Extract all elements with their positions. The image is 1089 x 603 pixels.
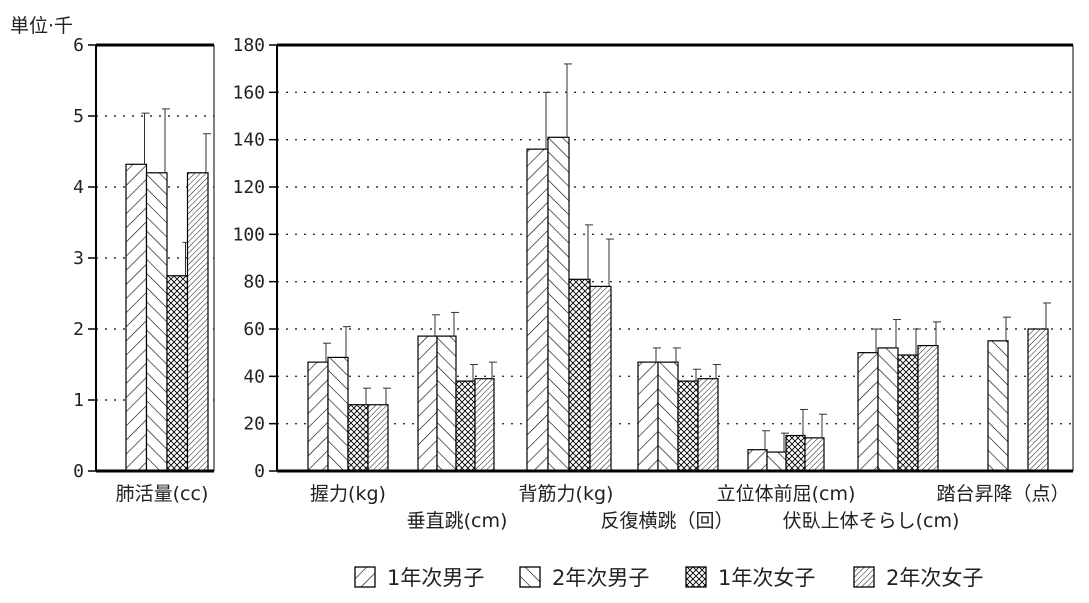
y-tick-label: 6 xyxy=(73,35,84,56)
bar xyxy=(857,352,879,472)
legend-label: 1年次男子 xyxy=(387,566,484,590)
y-tick-label: 100 xyxy=(232,224,265,245)
panel-vital-capacity: 0 1 2 3 4 5 6 肺活量(cc) xyxy=(73,35,215,505)
bar xyxy=(367,404,389,472)
y-tick-label: 20 xyxy=(243,414,265,435)
y-tick-label: 80 xyxy=(243,272,265,293)
bar xyxy=(657,361,679,472)
y-tick-label: 1 xyxy=(73,390,84,411)
x-category-label: 伏臥上体そらし(cm) xyxy=(783,510,960,532)
y-tick-label: 40 xyxy=(243,366,265,387)
legend-label: 2年次男子 xyxy=(552,566,649,590)
y-tick-label: 60 xyxy=(243,319,265,340)
panel-fitness-tests: 0 20 40 60 80 100 120 140 160 180 握力(kg) 垂直跳(cm) 背筋力… xyxy=(232,35,1074,532)
y-tick-label: 4 xyxy=(73,177,84,198)
bar xyxy=(747,449,768,472)
bar xyxy=(186,172,209,472)
x-category-label: 握力(kg) xyxy=(310,483,386,505)
y-tick-label: 0 xyxy=(73,461,84,482)
x-category-label: 踏台昇降（点） xyxy=(936,483,1069,505)
bar xyxy=(877,347,899,472)
y-tick-label: 3 xyxy=(73,248,84,269)
legend-label: 1年次女子 xyxy=(718,566,815,590)
bar xyxy=(637,361,659,472)
y-tick-label: 120 xyxy=(232,177,265,198)
legend-label: 2年次女子 xyxy=(886,566,983,590)
bar xyxy=(589,285,612,472)
y-tick-label: 2 xyxy=(73,319,84,340)
bar xyxy=(987,340,1009,472)
bar xyxy=(785,434,806,472)
legend-swatch xyxy=(853,566,875,588)
legend-swatch xyxy=(519,566,541,588)
y-tick-label: 180 xyxy=(232,35,265,56)
bar xyxy=(547,136,570,472)
bar xyxy=(917,344,939,472)
y-tick-label: 140 xyxy=(232,130,265,151)
y-tick-label: 5 xyxy=(73,106,84,127)
bar xyxy=(697,378,719,472)
legend-swatch xyxy=(354,566,376,588)
x-category-label: 立位体前屈(cm) xyxy=(717,483,856,505)
legend: 1年次男子 2年次男子 1年次女子 2年次女子 xyxy=(354,566,983,590)
bar xyxy=(568,278,591,472)
bar xyxy=(677,380,699,472)
bar xyxy=(347,404,369,472)
bar xyxy=(1027,328,1049,472)
bar xyxy=(804,437,825,472)
bar xyxy=(125,163,148,472)
bar xyxy=(166,275,189,472)
x-category-label: 背筋力(kg) xyxy=(519,483,614,505)
y-tick-label: 160 xyxy=(232,82,265,103)
x-category-label: 垂直跳(cm) xyxy=(407,510,508,532)
bar xyxy=(474,378,495,472)
bar xyxy=(307,361,329,472)
bar xyxy=(145,172,168,472)
x-category-label: 反復横跳（回） xyxy=(600,510,733,532)
bar xyxy=(897,354,919,472)
bar xyxy=(327,356,349,472)
bar xyxy=(455,380,476,472)
legend-swatch xyxy=(685,566,707,588)
bar xyxy=(436,335,457,472)
bar xyxy=(526,148,549,472)
bar xyxy=(417,335,438,472)
x-category-label: 肺活量(cc) xyxy=(116,483,209,505)
bar xyxy=(766,451,787,472)
unit-label: 単位·千 xyxy=(10,15,73,37)
y-tick-label: 0 xyxy=(254,461,265,482)
